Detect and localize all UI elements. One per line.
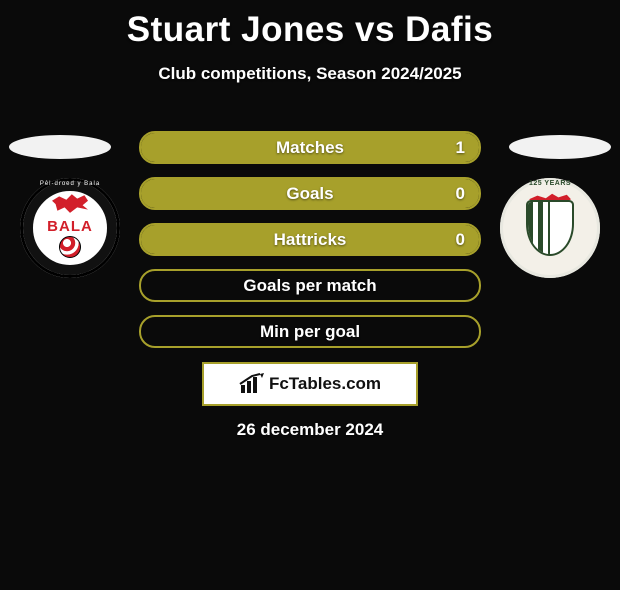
stat-label: Hattricks [274, 230, 347, 250]
player-avatar-left [9, 135, 111, 159]
stats-container: Matches 1 Goals 0 Hattricks 0 Goals per … [139, 131, 481, 361]
stat-row-matches: Matches 1 [139, 131, 481, 164]
page-title: Stuart Jones vs Dafis [0, 10, 620, 50]
subtitle: Club competitions, Season 2024/2025 [0, 64, 620, 84]
stat-row-min-per-goal: Min per goal [139, 315, 481, 348]
club-logo-right: 125 YEARS [500, 178, 600, 278]
date-text: 26 december 2024 [0, 420, 620, 440]
club-left-label: BALA [47, 218, 93, 235]
watermark: FcTables.com [202, 362, 418, 406]
bar-chart-icon [239, 373, 265, 395]
stat-row-goals-per-match: Goals per match [139, 269, 481, 302]
stat-value: 0 [456, 230, 465, 250]
stat-value: 1 [456, 138, 465, 158]
player-avatar-right [509, 135, 611, 159]
soccer-ball-icon [59, 236, 81, 258]
stat-label: Goals per match [243, 276, 376, 296]
club-logo-left: Pêl-droed y Bala BALA [20, 178, 120, 278]
club-right-years: 125 YEARS [529, 180, 571, 187]
watermark-text: FcTables.com [269, 374, 381, 394]
shield-icon [526, 200, 574, 256]
stat-row-hattricks: Hattricks 0 [139, 223, 481, 256]
stat-label: Min per goal [260, 322, 360, 342]
stat-value: 0 [456, 184, 465, 204]
club-left-ring-text: Pêl-droed y Bala [40, 181, 100, 187]
stat-label: Matches [276, 138, 344, 158]
stat-row-goals: Goals 0 [139, 177, 481, 210]
stat-label: Goals [286, 184, 333, 204]
